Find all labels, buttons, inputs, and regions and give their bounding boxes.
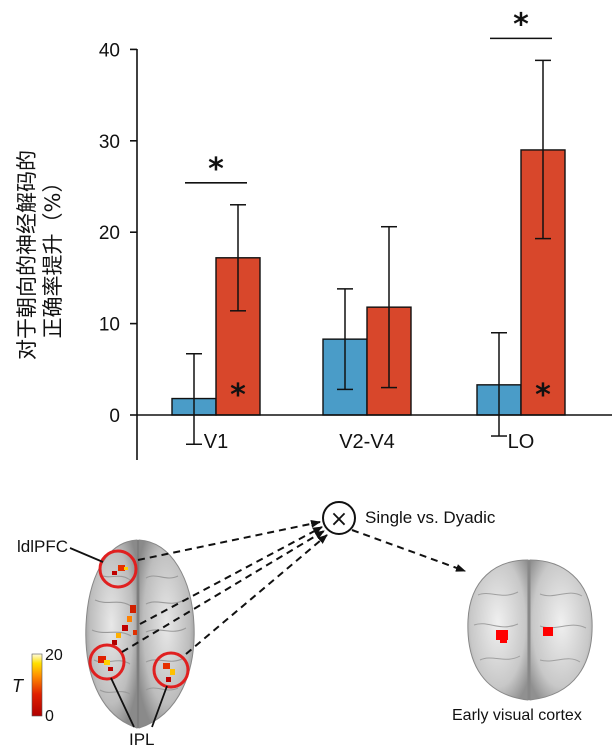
significance-star: * (208, 152, 224, 187)
ipl-label: IPL (129, 730, 155, 749)
x-ticks: V1 V2-V4 LO (204, 431, 535, 453)
bar-significance-star: * (535, 378, 551, 413)
y-tick-label: 10 (99, 315, 120, 336)
connection-arrows (121, 519, 466, 655)
interaction-label: Single vs. Dyadic (365, 508, 496, 527)
error-bars (186, 59, 551, 445)
x-tick-label: V2-V4 (339, 431, 395, 453)
bars (171, 149, 566, 416)
visual-activation-left (496, 630, 508, 640)
y-axis-label-line-2: 正确率提升（%） (41, 172, 65, 339)
ldlpfc-leader-line (69, 547, 104, 563)
colorbar (31, 653, 43, 717)
colorbar-t-label: T (12, 676, 25, 696)
arrow-ipl-right-to-operator (185, 534, 328, 655)
ipl-leader-line-left (110, 677, 135, 728)
y-tick-label: 40 (99, 40, 120, 61)
x-tick-label: V1 (204, 431, 228, 453)
x-tick-label: LO (508, 431, 535, 453)
ipl-leader-line-right (151, 685, 168, 728)
ipl-left-roi-circle (88, 643, 126, 681)
y-axis-label-line-1: 对于朝向的神经解码的 (15, 150, 39, 360)
colorbar-max-label: 20 (45, 647, 63, 664)
significance-brackets: * * * * (185, 7, 552, 413)
ldlpfc-roi-circle (98, 549, 138, 589)
significance-star: * (513, 7, 529, 42)
brain-figure: ldlPFC IPL 20 0 T × Single vs. Dyadic (12, 501, 593, 749)
y-tick-label: 30 (99, 132, 120, 153)
arrow-ipl-left-to-operator (121, 530, 325, 653)
bar-significance-star: * (230, 378, 246, 413)
interaction-operator-circle (322, 501, 356, 535)
colorbar-min-label: 0 (45, 708, 54, 725)
interaction-operator-symbol: × (330, 507, 348, 532)
y-tick-label: 20 (99, 223, 120, 244)
brain-top-view-image (85, 539, 195, 729)
y-ticks: 0 10 20 30 40 (99, 40, 137, 427)
arrow-operator-to-visual (351, 529, 466, 572)
early-visual-cortex-label: Early visual cortex (452, 707, 582, 724)
arrow-dlpfc-to-operator (139, 526, 323, 625)
y-tick-label: 0 (109, 406, 120, 427)
visual-activation-right (543, 627, 553, 636)
brain-back-view-image (467, 559, 593, 701)
ldlpfc-label: ldlPFC (17, 537, 68, 556)
visual-activation-left-2 (500, 638, 507, 643)
arrow-ldlpfc-to-operator (137, 519, 321, 561)
ipl-right-roi-circle (152, 651, 190, 689)
activation-blobs (98, 565, 175, 682)
